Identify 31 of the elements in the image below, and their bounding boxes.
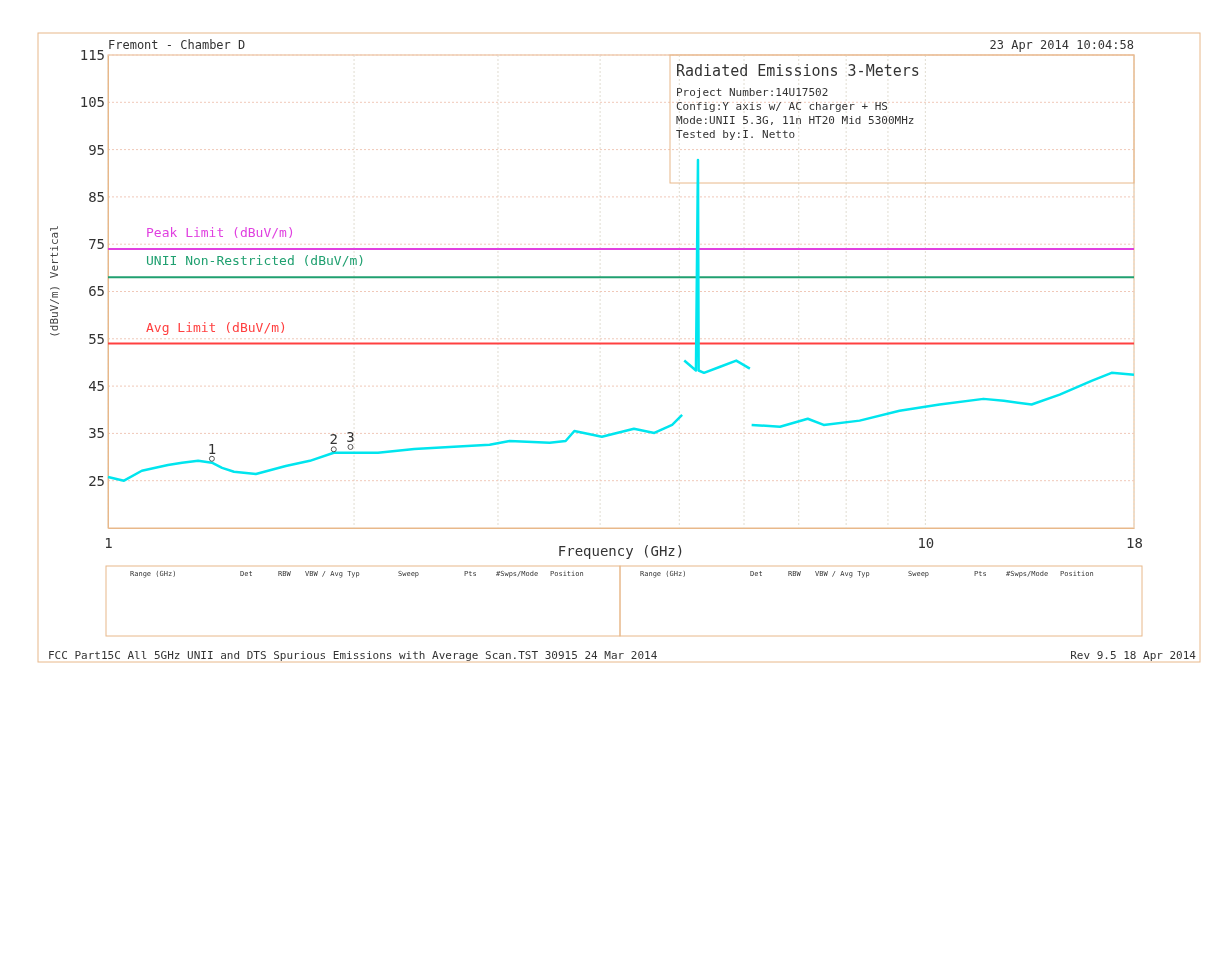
y-tick-label: 115 [79, 46, 105, 63]
x-tick-label: 10 [917, 534, 935, 551]
y-tick-label: 45 [88, 378, 105, 395]
annotation: 2 [329, 431, 338, 448]
y-tick-label: 85 [88, 188, 105, 205]
annotation: 3 [346, 428, 355, 445]
annotation: Config:Y axis w/ AC charger + HS [676, 100, 888, 113]
ref-line-label: Avg Limit (dBuV/m) [146, 319, 287, 335]
text: FCC Part15C All 5GHz UNII and DTS Spurious Emissions with Average Scan.TST 30915 24 Mar 2014 [48, 649, 658, 662]
y-axis-title: (dBuV/m) Vertical [48, 225, 61, 338]
annotation: 1 [207, 440, 217, 457]
y-tick-label: 55 [88, 330, 105, 347]
annotation: Project Number:14U17502 [676, 86, 829, 99]
y-tick-label: 75 [88, 236, 105, 253]
text: Fremont - Chamber D [108, 38, 246, 52]
annotation: Tested by:I. Netto [676, 128, 796, 141]
x-axis-title: Frequency (GHz) [557, 543, 685, 559]
ref-line-label: UNII Non-Restricted (dBuV/m) [146, 253, 366, 269]
line-series [682, 158, 752, 375]
y-tick-label: 25 [88, 472, 105, 489]
text: Rev 9.5 18 Apr 2014 [1070, 649, 1197, 662]
ref-line-label: Peak Limit (dBuV/m) [146, 224, 295, 240]
text: Radiated Emissions 3-Meters [676, 62, 920, 80]
y-tick-label: 35 [88, 425, 105, 442]
text: 23 Apr 2014 10:04:58 [989, 38, 1134, 52]
x-tick-label: 1 [104, 534, 113, 551]
annotation: Mode:UNII 5.3G, 11n HT20 Mid 5300MHz [676, 114, 915, 127]
y-tick-label: 95 [88, 141, 105, 158]
x-tick-label: 18 [1126, 534, 1143, 551]
y-tick-label: 105 [79, 94, 105, 111]
y-tick-label: 65 [88, 283, 105, 300]
